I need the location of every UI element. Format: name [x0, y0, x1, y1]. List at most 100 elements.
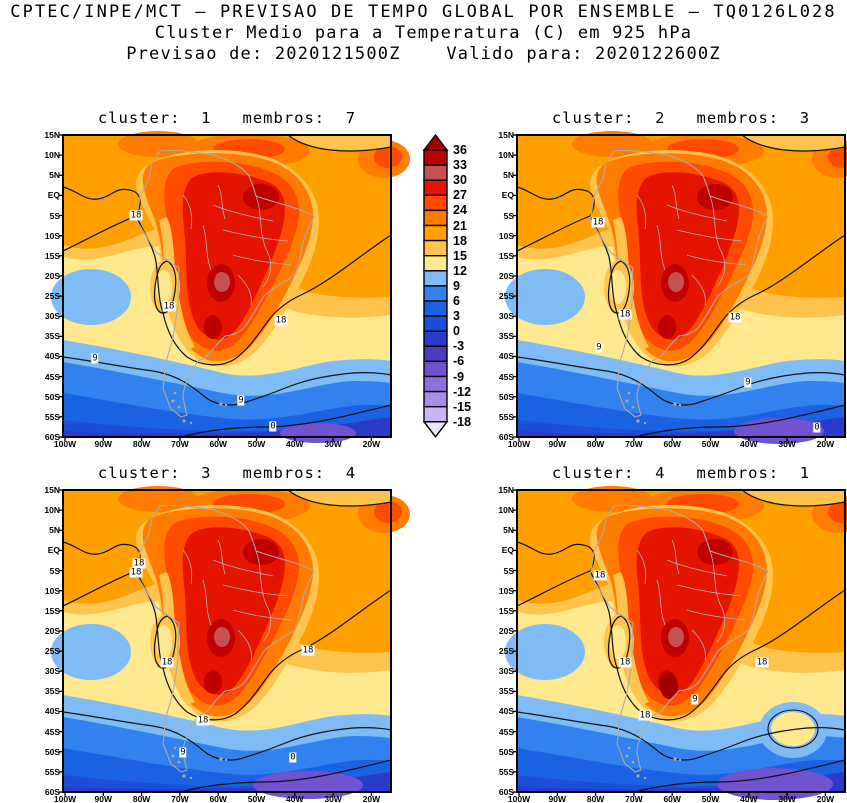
- contour-label-9: 9: [91, 353, 99, 364]
- lon-label: 50W: [247, 439, 266, 449]
- contour-label-18: 18: [593, 570, 607, 581]
- contour-label-9: 9: [237, 395, 245, 406]
- lon-label: 90W: [548, 794, 567, 803]
- lon-label: 60W: [209, 794, 227, 803]
- lat-label: 40S: [44, 351, 60, 362]
- lat-label: 15N: [44, 485, 60, 495]
- contour-label-18: 18: [638, 710, 652, 721]
- lon-label: 40W: [286, 794, 304, 803]
- map-frame: [516, 134, 846, 438]
- islands: [553, 194, 682, 425]
- colorbar-arrow-down: [422, 421, 449, 438]
- lat-label: 50S: [44, 746, 60, 757]
- lat-label: 60S: [44, 432, 60, 442]
- colorbar-box: [423, 390, 448, 408]
- lat-label: 10S: [498, 230, 514, 241]
- cool-band-topright: [742, 135, 845, 151]
- panel-title-cluster-4: cluster: 4 membros: 1: [551, 464, 811, 482]
- figure-subtitle: Cluster Medio para a Temperatura (C) em …: [154, 23, 693, 43]
- lat-label: 30S: [44, 311, 60, 322]
- lat-label: 35S: [44, 331, 60, 342]
- contour-label-18: 18: [274, 315, 288, 326]
- islands: [99, 549, 228, 780]
- colorbar-tick-label: 0: [453, 324, 460, 339]
- lon-label: 20W: [816, 794, 835, 803]
- islands: [553, 549, 682, 780]
- lat-label: 35S: [44, 686, 60, 697]
- colorbar-tick-label: -12: [453, 384, 472, 399]
- lat-label: 30S: [44, 666, 60, 677]
- lat-label: 25S: [44, 646, 60, 657]
- colorbar-box: [423, 375, 448, 393]
- colorbar-tick-label: 15: [453, 248, 467, 263]
- lon-label: 100W: [53, 794, 77, 803]
- contour-label-18: 18: [728, 312, 742, 323]
- cool-band-topright: [288, 490, 391, 506]
- map-frame: [62, 134, 392, 438]
- lat-label: 5S: [49, 210, 60, 221]
- lat-label: 5N: [503, 170, 514, 181]
- colorbar-tick-label: 27: [453, 188, 467, 203]
- lat-label: 20S: [498, 270, 514, 281]
- figure-datesline: Previsao de: 2020121500Z Valido para: 20…: [126, 44, 721, 64]
- contour-label-9: 9: [744, 377, 752, 388]
- lon-label: 80W: [132, 439, 151, 449]
- colorbar-box: [423, 345, 448, 363]
- colorbar-tick-label: 9: [453, 278, 460, 293]
- colorbar-tick-label: 18: [453, 233, 467, 248]
- lon-label: 80W: [132, 794, 151, 803]
- lat-label: 5N: [503, 525, 514, 536]
- lat-label: 15N: [498, 130, 514, 140]
- contour-label-18: 18: [129, 210, 143, 221]
- colorbar-box: [423, 239, 448, 257]
- contour-label-18: 18: [591, 217, 605, 228]
- lon-label: 80W: [586, 439, 605, 449]
- lat-label: 55S: [44, 411, 60, 422]
- contour-label-18: 18: [618, 309, 632, 320]
- colorbar-box: [423, 406, 448, 423]
- contour-lines: [516, 489, 846, 793]
- colorbar-box: [423, 254, 448, 272]
- map-panel-cluster-2: 15N 10N 5N EQ 5S 10S 15S 20S 25S 30S 35S 40S 45S 50S 5…: [498, 130, 847, 449]
- map-panel-cluster-4: 15N 10N 5N EQ 5S 10S 15S 20S 25S 30S 35S 40S 45S 50S 5…: [498, 485, 847, 803]
- lon-label: 50W: [701, 794, 720, 803]
- colorbar-box: [423, 360, 448, 378]
- lon-label: 40W: [286, 439, 304, 449]
- colorbar-box: [423, 194, 448, 212]
- panel-title-cluster-1: cluster: 1 membros: 7: [97, 109, 357, 127]
- colorbar-tick-label: 3: [453, 309, 460, 324]
- lon-label: 60W: [663, 439, 681, 449]
- coastline: [135, 149, 315, 418]
- lon-label: 70W: [171, 794, 189, 803]
- lat-label: 55S: [498, 766, 514, 777]
- contour-label-18: 18: [132, 558, 146, 569]
- panel-title-cluster-2: cluster: 2 membros: 3: [551, 109, 811, 127]
- lat-label: 15S: [44, 250, 60, 261]
- lat-label: 50S: [44, 391, 60, 402]
- lat-label: 25S: [44, 291, 60, 302]
- colorbar-tick-label: 30: [453, 173, 467, 188]
- lat-label: 15S: [44, 605, 60, 616]
- panel-title-cluster-3: cluster: 3 membros: 4: [97, 464, 357, 482]
- lat-label: 5S: [49, 565, 60, 576]
- contour-label-18: 18: [196, 715, 210, 726]
- lon-label: 70W: [171, 439, 189, 449]
- colorbar-tick-label: -6: [453, 354, 465, 369]
- temperature-map: [505, 131, 847, 444]
- lon-label: 40W: [740, 439, 758, 449]
- colorbar-box: [423, 315, 448, 332]
- lat-label: 35S: [498, 331, 514, 342]
- lon-label: 80W: [586, 794, 605, 803]
- lat-label: 45S: [498, 726, 514, 737]
- colorbar-tick-label: 36: [453, 143, 467, 157]
- lat-label: 10N: [498, 505, 514, 516]
- lon-label: 70W: [625, 794, 643, 803]
- lon-label: 60W: [663, 794, 681, 803]
- lat-label: 20S: [498, 625, 514, 636]
- colorbar-box: [423, 149, 448, 166]
- lat-label: 5N: [49, 170, 60, 181]
- colorbar-box: [423, 300, 448, 317]
- colorbar-box: [423, 285, 448, 302]
- lat-label: 20S: [44, 625, 60, 636]
